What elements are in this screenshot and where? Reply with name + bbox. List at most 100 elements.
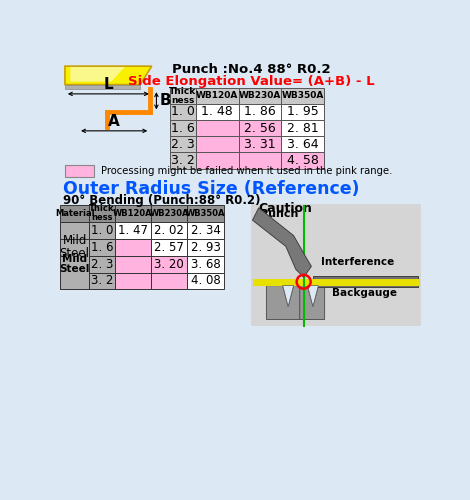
Bar — [188, 205, 224, 222]
Bar — [115, 222, 151, 238]
Bar — [60, 272, 89, 289]
Polygon shape — [65, 84, 140, 89]
Bar — [252, 278, 420, 285]
Bar — [196, 136, 239, 152]
Bar — [281, 120, 324, 136]
Bar — [188, 272, 224, 289]
Bar — [188, 238, 224, 256]
Bar — [239, 136, 281, 152]
Bar — [281, 88, 324, 104]
Bar — [115, 205, 151, 222]
Bar — [60, 238, 89, 290]
Bar — [170, 104, 196, 120]
Text: 90° Bending (Punch:88° R0.2): 90° Bending (Punch:88° R0.2) — [63, 194, 260, 207]
Text: WB120A: WB120A — [196, 92, 238, 100]
Text: 2. 3: 2. 3 — [91, 258, 113, 270]
Bar — [151, 205, 188, 222]
Text: 2. 57: 2. 57 — [154, 240, 184, 254]
Text: 1. 95: 1. 95 — [287, 106, 318, 118]
Bar — [196, 152, 239, 168]
Bar — [170, 120, 196, 136]
Text: 2. 56: 2. 56 — [244, 122, 276, 134]
Text: 4. 58: 4. 58 — [287, 154, 319, 167]
Text: 4. 08: 4. 08 — [191, 274, 220, 287]
Bar — [89, 272, 115, 289]
Polygon shape — [300, 286, 325, 320]
Bar — [281, 152, 324, 168]
Text: 1. 0: 1. 0 — [91, 224, 113, 236]
Text: 1. 47: 1. 47 — [118, 224, 148, 236]
Bar — [196, 120, 239, 136]
Bar — [115, 272, 151, 289]
Bar — [115, 256, 151, 272]
Text: 1. 0: 1. 0 — [171, 106, 195, 118]
Text: 2. 3: 2. 3 — [171, 138, 195, 151]
Bar — [151, 222, 188, 238]
Bar — [313, 276, 417, 287]
Bar — [281, 104, 324, 120]
Text: WB230A: WB230A — [239, 92, 281, 100]
Polygon shape — [252, 208, 312, 277]
Bar — [60, 222, 89, 238]
Text: Side Elongation Value= (A+B) - L: Side Elongation Value= (A+B) - L — [128, 76, 374, 88]
Text: 3. 31: 3. 31 — [244, 138, 276, 151]
Text: Backgauge: Backgauge — [332, 288, 397, 298]
Text: 1. 6: 1. 6 — [171, 122, 195, 134]
Polygon shape — [283, 286, 294, 306]
Bar — [89, 222, 115, 238]
Text: B: B — [159, 94, 171, 108]
Bar — [239, 88, 281, 104]
Text: Interference: Interference — [321, 256, 394, 266]
Polygon shape — [70, 67, 125, 82]
Text: WB350A: WB350A — [186, 208, 225, 218]
Text: Punch :No.4 88° R0.2: Punch :No.4 88° R0.2 — [172, 63, 330, 76]
Text: 2. 34: 2. 34 — [191, 224, 220, 236]
Bar — [65, 164, 94, 177]
Text: 2. 93: 2. 93 — [191, 240, 220, 254]
Bar — [151, 272, 188, 289]
Text: Punch: Punch — [260, 208, 298, 218]
Bar — [60, 238, 89, 256]
Text: 3. 68: 3. 68 — [191, 258, 220, 270]
Bar — [89, 238, 115, 256]
Bar — [60, 205, 89, 222]
Bar — [170, 136, 196, 152]
Bar — [89, 256, 115, 272]
Bar — [188, 256, 224, 272]
Text: 2. 81: 2. 81 — [287, 122, 318, 134]
Text: Processing might be failed when it used in the pink range.: Processing might be failed when it used … — [101, 166, 392, 176]
Bar — [196, 88, 239, 104]
Bar — [115, 238, 151, 256]
Text: 1. 6: 1. 6 — [91, 240, 113, 254]
Bar — [151, 238, 188, 256]
Text: L: L — [103, 76, 113, 92]
Bar — [151, 256, 188, 272]
Text: 3. 20: 3. 20 — [154, 258, 184, 270]
Text: 1. 86: 1. 86 — [244, 106, 276, 118]
Bar — [239, 104, 281, 120]
Text: Mild
Steel: Mild Steel — [59, 254, 90, 274]
Text: 2. 02: 2. 02 — [154, 224, 184, 236]
Text: Mild
Steel: Mild Steel — [60, 234, 90, 260]
Bar — [188, 222, 224, 238]
Text: WB230A: WB230A — [149, 208, 189, 218]
Text: 1. 48: 1. 48 — [201, 106, 233, 118]
Text: Thick
ness: Thick ness — [89, 204, 115, 222]
Bar — [251, 204, 422, 326]
Text: WB120A: WB120A — [113, 208, 153, 218]
Bar — [170, 88, 196, 104]
Bar — [60, 256, 89, 272]
Text: Thick
ness: Thick ness — [169, 87, 196, 105]
Text: Caution: Caution — [258, 202, 313, 215]
Text: 3. 2: 3. 2 — [171, 154, 195, 167]
Bar — [281, 136, 324, 152]
Text: Outer Radius Size (Reference): Outer Radius Size (Reference) — [63, 180, 359, 198]
Polygon shape — [266, 286, 300, 320]
Polygon shape — [65, 66, 152, 84]
Bar — [196, 104, 239, 120]
Bar — [239, 152, 281, 168]
Text: WB350A: WB350A — [282, 92, 324, 100]
Polygon shape — [307, 286, 318, 306]
Bar — [89, 205, 115, 222]
Text: A: A — [108, 114, 120, 128]
